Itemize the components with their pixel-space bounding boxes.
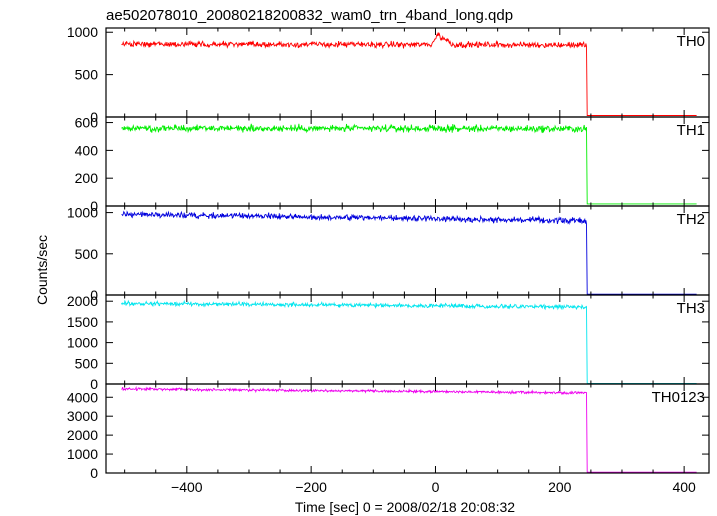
panel-frame — [105, 383, 710, 474]
x-tick-label: −400 — [171, 479, 203, 495]
panel-label-th0123: TH0123 — [652, 389, 705, 406]
y-tick-label: 1000 — [67, 335, 98, 351]
y-tick-label: 500 — [75, 355, 99, 371]
panel-th2: 0 500 1000 TH2 — [67, 205, 710, 303]
x-tick-label: −200 — [295, 479, 327, 495]
x-tick-label: 200 — [548, 479, 572, 495]
panel-frame — [105, 294, 710, 385]
y-tick-label: 1000 — [67, 446, 98, 462]
panel-th1: 0 200 400 600 TH1 — [75, 115, 710, 214]
y-tick-label: 2000 — [67, 293, 98, 309]
y-tick-label: 400 — [75, 142, 99, 158]
y-tick-label: 0 — [90, 198, 98, 214]
y-tick-label: 600 — [75, 115, 99, 131]
series-line-th2 — [121, 210, 697, 295]
series-line-th3 — [121, 299, 697, 384]
x-axis-label: Time [sec] 0 = 2008/02/18 20:08:32 — [295, 499, 515, 515]
y-tick-label: 4000 — [67, 389, 98, 405]
y-tick-label: 0 — [90, 376, 98, 392]
y-tick-label: 500 — [75, 246, 99, 262]
chart-title: ae502078010_20080218200832_wam0_trn_4ban… — [106, 7, 513, 24]
y-tick-label: 1000 — [67, 205, 98, 221]
panel-label-th1: TH1 — [677, 122, 705, 139]
y-tick-label: 200 — [75, 170, 99, 186]
x-tick-label: 400 — [672, 479, 696, 495]
panel-th3: 0 500 1000 1500 2000 TH3 — [67, 293, 710, 392]
x-tick-label: 0 — [432, 479, 440, 495]
y-tick-label: 0 — [90, 465, 98, 481]
y-tick-label: 500 — [75, 67, 99, 83]
y-tick-label: 1500 — [67, 314, 98, 330]
y-tick-label: 1000 — [67, 24, 98, 40]
panel-label-th2: TH2 — [677, 211, 705, 228]
y-tick-label: 3000 — [67, 408, 98, 424]
panel-label-th3: TH3 — [677, 300, 705, 317]
series-line-th1 — [121, 123, 697, 205]
y-tick-label: 2000 — [67, 427, 98, 443]
panel-th0: 0 500 1000 TH0 — [67, 24, 710, 125]
panel-frame — [105, 116, 710, 207]
y-tick-label: 0 — [90, 109, 98, 125]
series-line-th0 — [121, 32, 697, 116]
panel-frame — [105, 27, 710, 118]
series-line-th0123 — [121, 385, 697, 473]
panels-group: 0 500 1000 TH0 0 200 400 600 TH1 0 500 1000 TH2 0 500 1… — [67, 24, 710, 495]
panel-th0123: 0 1000 2000 3000 4000 TH0123 −400 −200 0 200 400 — [67, 383, 710, 495]
panel-label-th0: TH0 — [677, 33, 705, 50]
y-tick-label: 0 — [90, 287, 98, 303]
y-axis-label: Counts/sec — [34, 235, 50, 305]
